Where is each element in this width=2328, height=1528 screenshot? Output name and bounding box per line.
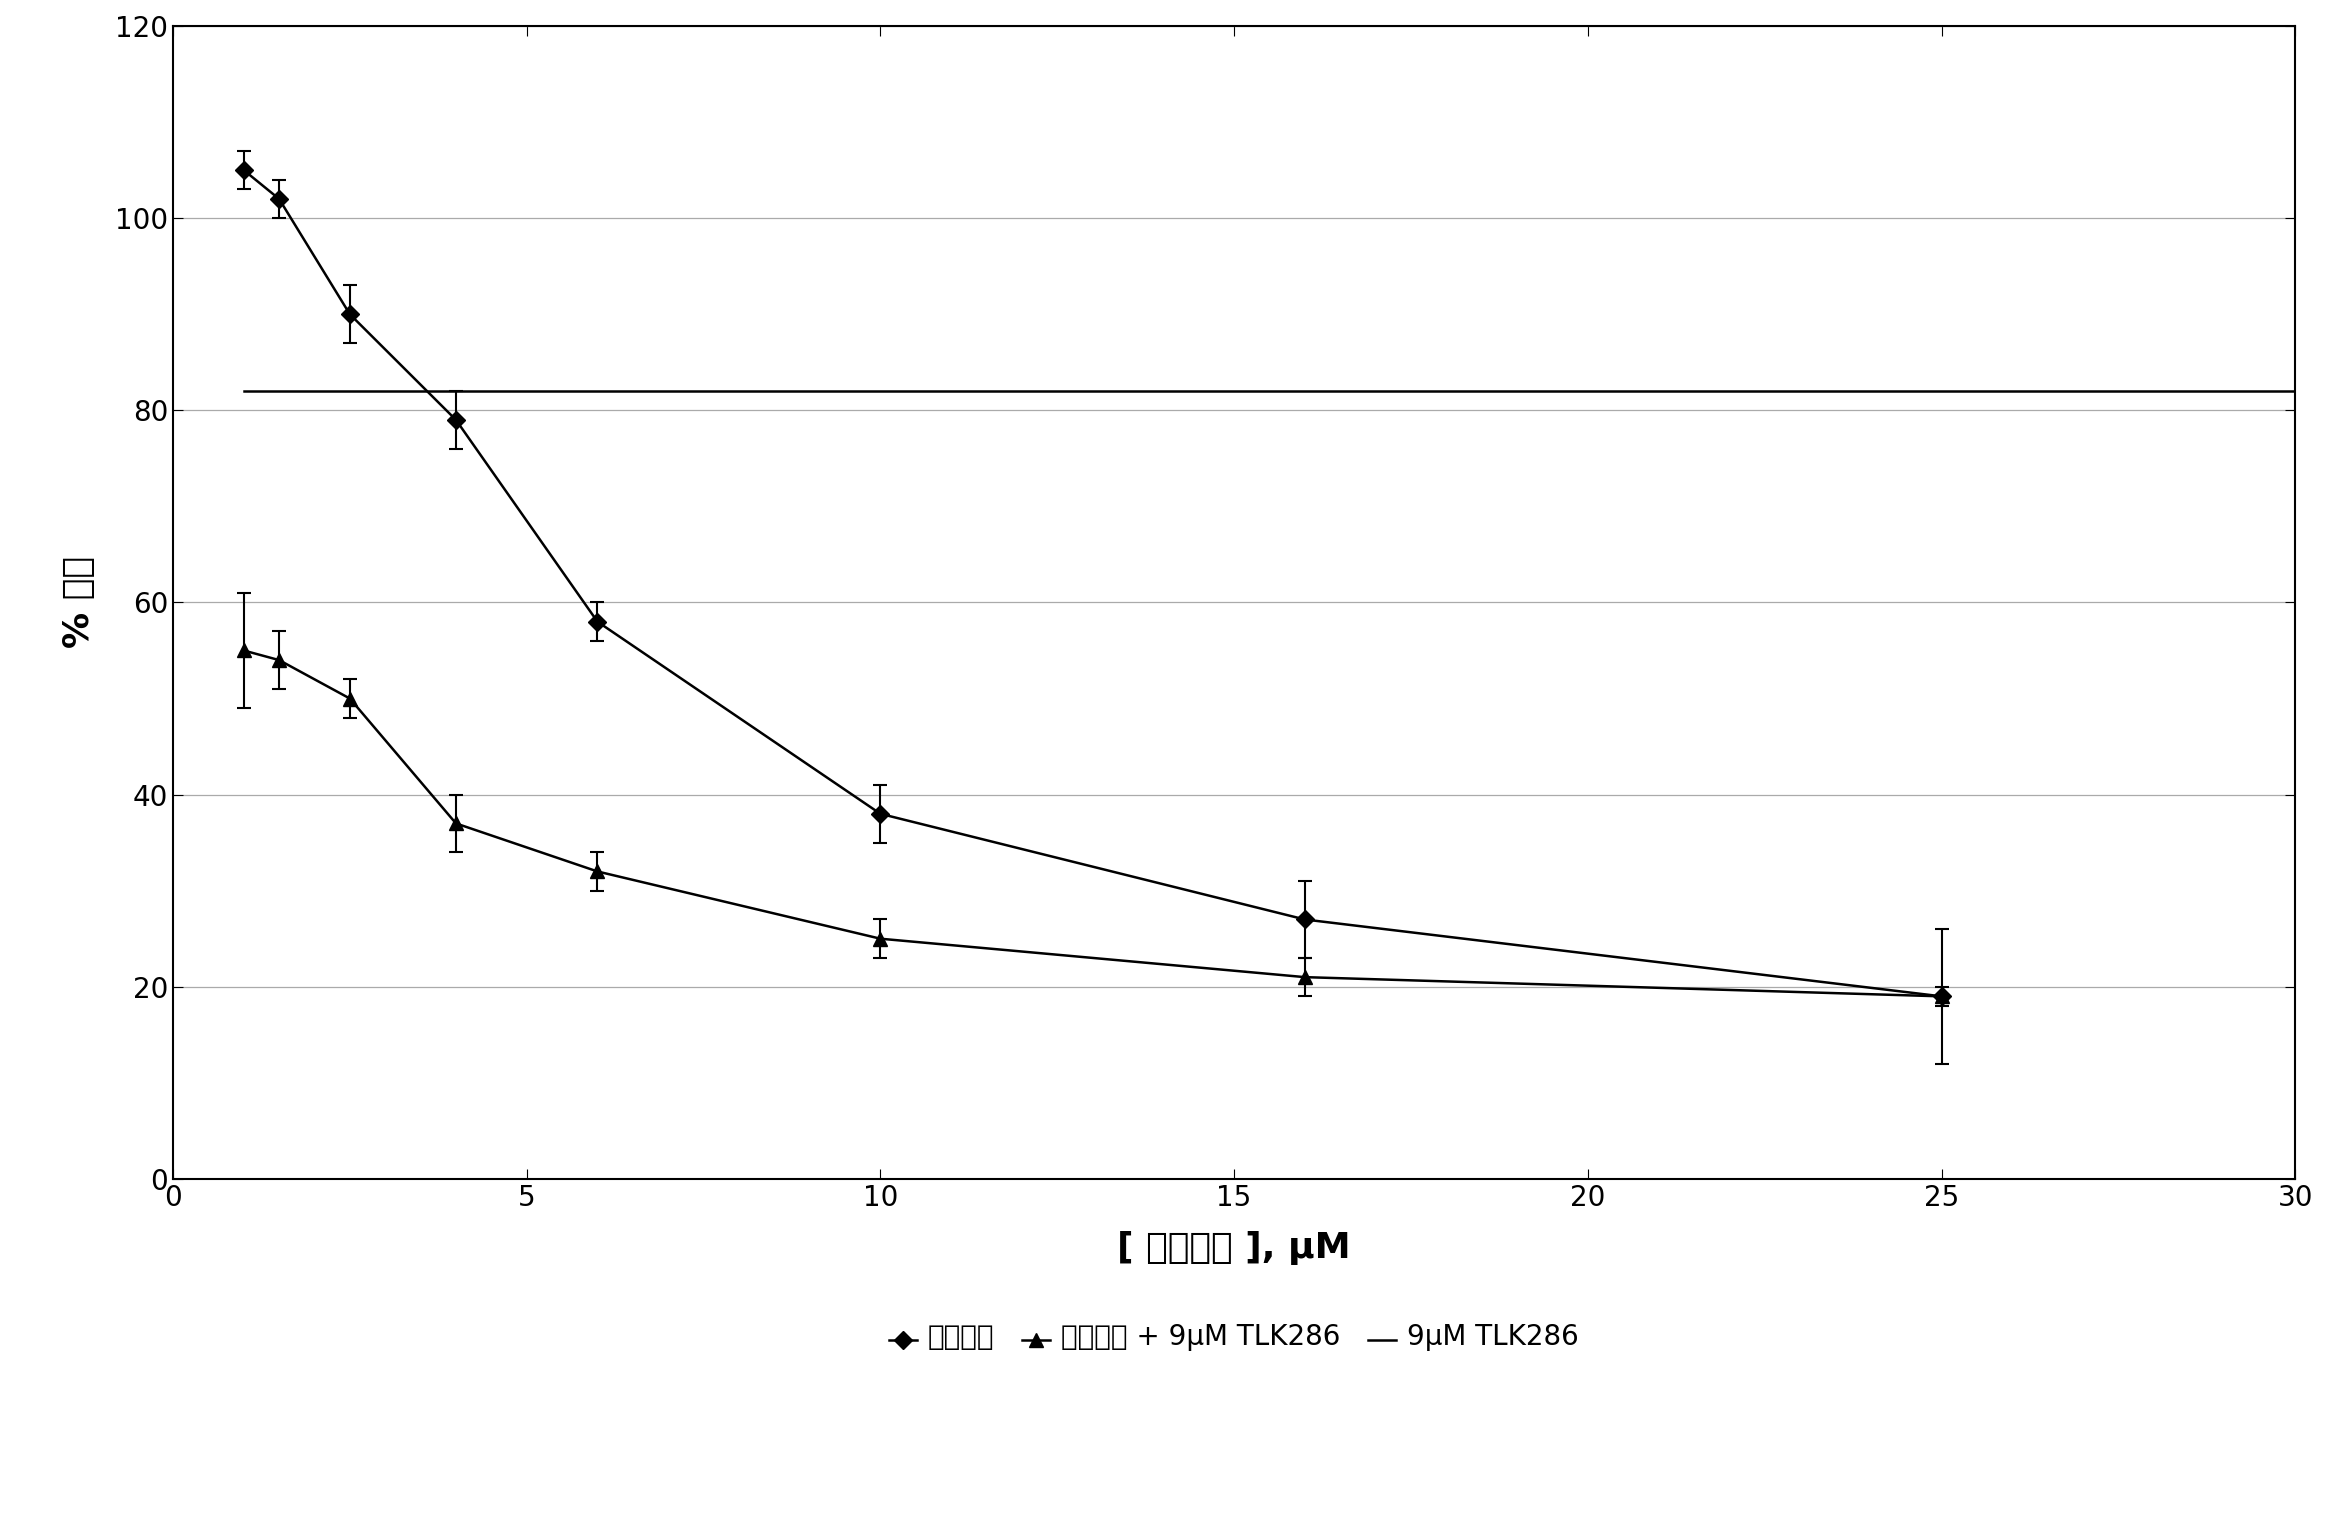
Y-axis label: % 生长: % 生长 xyxy=(61,556,95,648)
Legend: 奥沙利铂, 奥沙利铂 + 9μM TLK286, 9μM TLK286: 奥沙利铂, 奥沙利铂 + 9μM TLK286, 9μM TLK286 xyxy=(885,1317,1585,1357)
X-axis label: [ 奥沙利铂 ], μM: [ 奥沙利铂 ], μM xyxy=(1117,1232,1350,1265)
